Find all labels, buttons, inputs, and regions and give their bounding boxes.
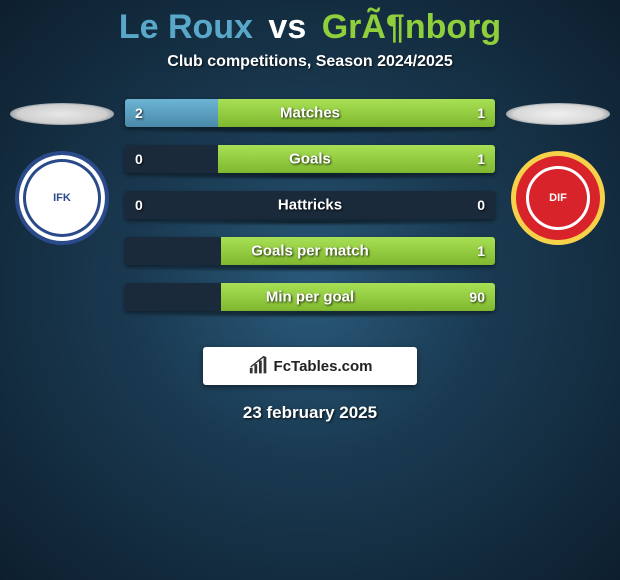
player1-name: Le Roux (119, 8, 253, 46)
left-shadow-ellipse (10, 103, 114, 125)
stat-row: 1 Goals per match (125, 237, 495, 265)
main-row: IFK 2 1 Matches 0 1 Goals 0 0 Hattricks 1 Goals pe… (0, 99, 620, 329)
right-crest-text: DIF (549, 192, 567, 204)
vs-text: vs (268, 8, 306, 46)
stat-value-right: 0 (477, 197, 485, 213)
right-side: DIF (503, 99, 613, 245)
date-text: 23 february 2025 (0, 403, 620, 423)
stat-value-right: 1 (477, 105, 485, 121)
stat-value-left: 0 (135, 151, 143, 167)
stat-label: Min per goal (266, 289, 354, 306)
chart-icon (248, 356, 270, 376)
stat-value-left: 0 (135, 197, 143, 213)
stat-value-right: 1 (477, 151, 485, 167)
right-shadow-ellipse (506, 103, 610, 125)
left-crest-text: IFK (53, 192, 71, 204)
stat-row: 90 Min per goal (125, 283, 495, 311)
branding-badge: FcTables.com (203, 347, 417, 385)
stat-label: Matches (280, 105, 340, 122)
stat-value-right: 1 (477, 243, 485, 259)
bar-right (218, 99, 496, 127)
bar-right (221, 283, 495, 311)
left-team-crest: IFK (15, 151, 109, 245)
comparison-title: Le Roux vs GrÃ¶nborg (0, 8, 620, 47)
bar-right (218, 145, 496, 173)
stat-value-left: 2 (135, 105, 143, 121)
left-side: IFK (7, 99, 117, 245)
right-team-crest: DIF (511, 151, 605, 245)
stat-row: 2 1 Matches (125, 99, 495, 127)
subtitle: Club competitions, Season 2024/2025 (0, 53, 620, 71)
stat-label: Goals (289, 151, 331, 168)
stat-value-right: 90 (469, 289, 485, 305)
stat-label: Hattricks (278, 197, 342, 214)
stat-label: Goals per match (251, 243, 369, 260)
stat-row: 0 0 Hattricks (125, 191, 495, 219)
player2-name: GrÃ¶nborg (322, 8, 501, 46)
stat-row: 0 1 Goals (125, 145, 495, 173)
branding-text: FcTables.com (274, 358, 373, 375)
stat-bars: 2 1 Matches 0 1 Goals 0 0 Hattricks 1 Goals per ma… (125, 99, 495, 329)
